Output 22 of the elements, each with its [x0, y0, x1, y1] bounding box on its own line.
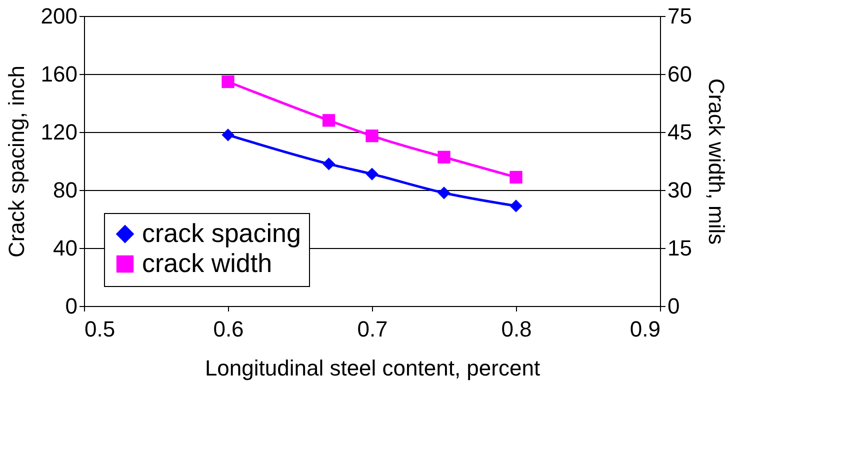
x-tick-label: 0.9	[630, 316, 660, 342]
y2-tick-label: 15	[668, 236, 692, 260]
legend-label: crack spacing	[142, 218, 301, 248]
y2-tick-label: 30	[668, 178, 692, 202]
y-tick-label: 200	[40, 4, 78, 28]
y-tick-label: 160	[40, 62, 78, 86]
y-tick-label: 120	[40, 120, 78, 144]
x-axis-title: Longitudinal steel content, percent	[204, 356, 540, 380]
x-tick-label: 0.6	[213, 316, 244, 342]
x-tick-label: 0.5	[84, 316, 116, 342]
y2-tick-label: 0	[668, 294, 680, 318]
y-tick-label: 40	[53, 236, 78, 260]
y-tick-label: 80	[53, 178, 78, 202]
y2-tick-label: 75	[668, 4, 692, 28]
legend-label: crack width	[142, 248, 272, 278]
y2-axis-title: Crack width, mils	[704, 78, 729, 245]
y2-tick-label: 45	[668, 120, 692, 144]
y-axis-title: Crack spacing, inch	[4, 66, 29, 258]
y2-tick-label: 60	[668, 62, 692, 86]
x-tick-label: 0.8	[501, 316, 532, 342]
y-tick-label: 0	[65, 294, 78, 318]
x-tick-label: 0.7	[357, 316, 388, 342]
